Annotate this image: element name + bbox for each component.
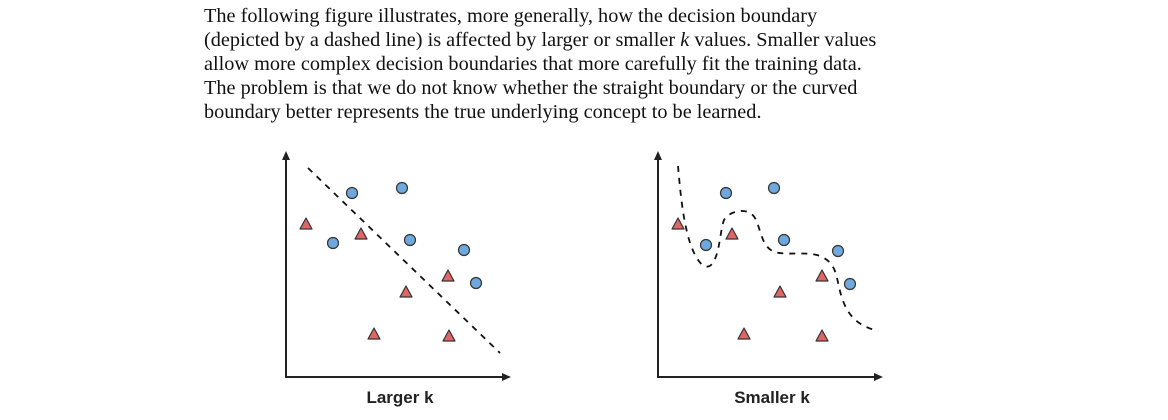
paragraph-line: boundary better represents the true unde… — [204, 101, 762, 123]
x-axis-arrow — [874, 373, 883, 381]
triangle-point — [399, 285, 413, 298]
axes — [282, 151, 511, 381]
triangle-point — [773, 285, 787, 298]
circle-point — [831, 244, 845, 258]
circle-point — [777, 233, 791, 247]
paragraph-k: k — [680, 29, 690, 51]
circle-point — [395, 181, 409, 195]
triangle-point — [737, 327, 751, 340]
decision-boundary — [677, 165, 879, 332]
circle-point — [699, 238, 713, 252]
triangle-point — [815, 269, 829, 282]
triangle-point — [354, 227, 368, 240]
triangle-point — [299, 217, 313, 230]
larger-k-diagram — [282, 151, 511, 381]
triangle-point — [725, 227, 739, 240]
circle-points — [326, 181, 483, 290]
paragraph-line: The following figure illustrates, more g… — [204, 5, 818, 27]
y-axis-arrow — [654, 151, 662, 160]
circle-point — [719, 186, 733, 200]
axes — [654, 151, 883, 381]
paragraph-line: (depicted by a dashed line) is affected … — [204, 28, 964, 52]
triangle-point — [442, 329, 456, 342]
figure-smaller-k: Smaller k — [652, 148, 892, 420]
triangle-point — [441, 269, 455, 282]
circle-points — [699, 181, 857, 291]
y-axis-arrow — [282, 151, 290, 160]
circle-point — [326, 236, 340, 250]
paragraph-line: The problem is that we do not know wheth… — [204, 77, 858, 99]
circle-point — [457, 243, 471, 257]
triangle-point — [671, 217, 685, 230]
triangle-points — [299, 217, 456, 342]
paragraph-text: (depicted by a dashed line) is affected … — [204, 29, 681, 51]
triangle-point — [367, 327, 381, 340]
circle-point — [403, 233, 417, 247]
body-paragraph: The following figure illustrates, more g… — [204, 4, 964, 124]
paragraph-line: allow more complex decision boundaries t… — [204, 53, 862, 75]
circle-point — [469, 276, 483, 290]
smaller-k-diagram — [654, 151, 883, 381]
circle-point — [345, 186, 359, 200]
figure-caption: Larger k — [366, 388, 434, 407]
x-axis-arrow — [502, 373, 511, 381]
decision-boundary — [307, 167, 501, 354]
triangle-points — [671, 217, 829, 342]
triangle-point — [815, 329, 829, 342]
circle-point — [843, 277, 857, 291]
paragraph-text: values. Smaller values — [689, 29, 877, 51]
figure-caption: Smaller k — [734, 388, 810, 407]
circle-point — [767, 181, 781, 195]
figure-larger-k: Larger k — [280, 148, 520, 420]
